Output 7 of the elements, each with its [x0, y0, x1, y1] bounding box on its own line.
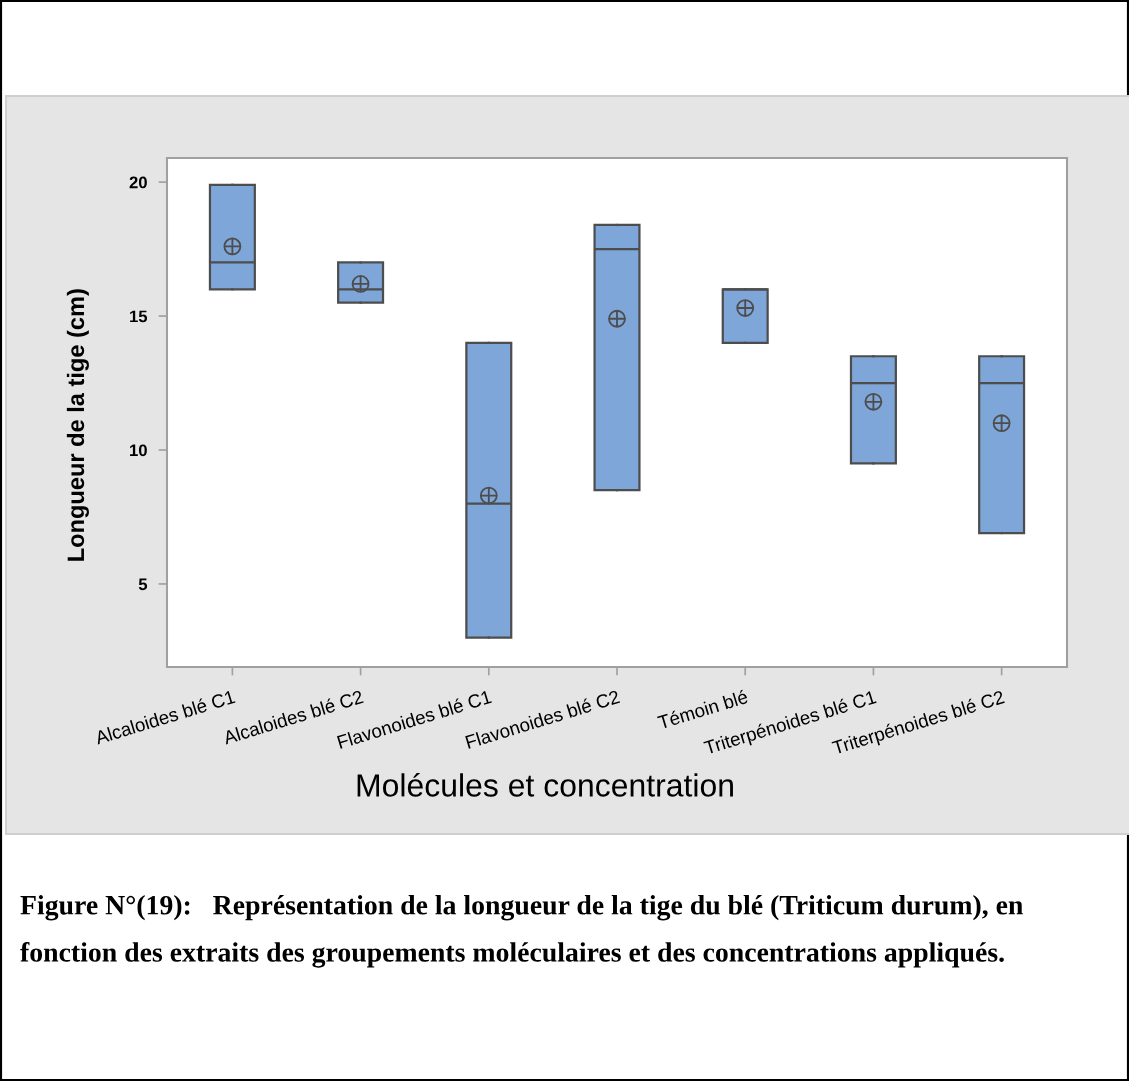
y-tick-label: 10 — [130, 444, 147, 457]
x-axis-title: Molécules et concentration — [357, 772, 733, 797]
y-tick-label: 20 — [129, 176, 147, 189]
y-tick-label: 5 — [138, 578, 148, 591]
y-tick-label: 15 — [130, 310, 148, 323]
text: Figure N°(19): Représentation de la longueur de la tige du blé (Triticum durum), en fonction des extraits des groupements moléculaires et des concentrations appliqués. — [20, 895, 1023, 968]
y-axis-title: Longueur de la tige (cm) — [66, 289, 89, 561]
